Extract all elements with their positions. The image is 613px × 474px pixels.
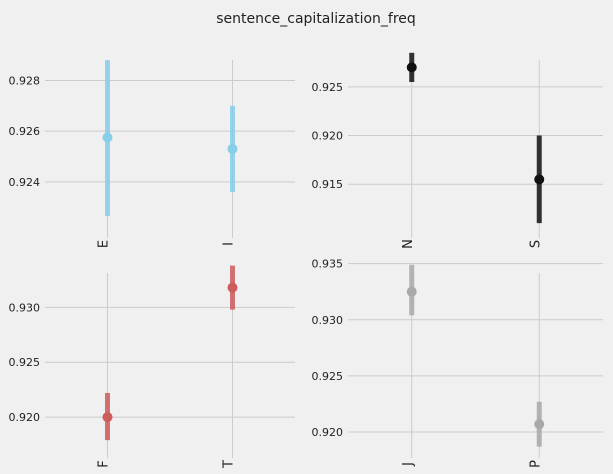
x-tick-label: S bbox=[528, 240, 543, 248]
x-tick-label: N bbox=[401, 239, 416, 249]
y-tick-label: 0.926 bbox=[9, 125, 41, 138]
data-point bbox=[534, 419, 545, 430]
y-tick-label: 0.924 bbox=[9, 176, 41, 189]
data-point bbox=[227, 143, 238, 154]
data-point bbox=[227, 282, 238, 293]
data-point bbox=[534, 174, 545, 185]
y-tick-label: 0.920 bbox=[312, 426, 344, 439]
y-tick-label: 0.935 bbox=[312, 258, 344, 271]
x-tick-label: I bbox=[222, 242, 237, 246]
subplot-3: 0.920 0.925 0.930 F T bbox=[9, 265, 295, 469]
y-tick-label: 0.920 bbox=[312, 130, 344, 143]
y-tick-label: 0.920 bbox=[9, 411, 41, 424]
x-tick-label: J bbox=[401, 462, 416, 467]
y-tick-label: 0.930 bbox=[312, 314, 344, 327]
data-point bbox=[406, 286, 417, 297]
x-tick-label: E bbox=[97, 240, 112, 248]
y-tick-label: 0.928 bbox=[9, 74, 41, 87]
subplot-4: 0.920 0.925 0.930 0.935 J P bbox=[312, 258, 603, 468]
subplot-1: 0.924 0.926 0.928 E I bbox=[9, 60, 295, 248]
y-tick-label: 0.925 bbox=[9, 356, 41, 369]
x-tick-label: F bbox=[97, 460, 112, 467]
y-tick-label: 0.925 bbox=[312, 81, 344, 94]
chart-title: sentence_capitalization_freq bbox=[216, 11, 416, 27]
y-tick-label: 0.925 bbox=[312, 370, 344, 383]
data-point bbox=[102, 412, 113, 423]
x-tick-label: T bbox=[222, 460, 237, 469]
x-tick-label: P bbox=[528, 460, 543, 468]
data-point bbox=[406, 62, 417, 73]
data-point bbox=[102, 132, 113, 143]
y-tick-label: 0.915 bbox=[312, 178, 344, 191]
y-tick-label: 0.930 bbox=[9, 301, 41, 314]
subplot-2: 0.915 0.920 0.925 N S bbox=[312, 52, 603, 249]
